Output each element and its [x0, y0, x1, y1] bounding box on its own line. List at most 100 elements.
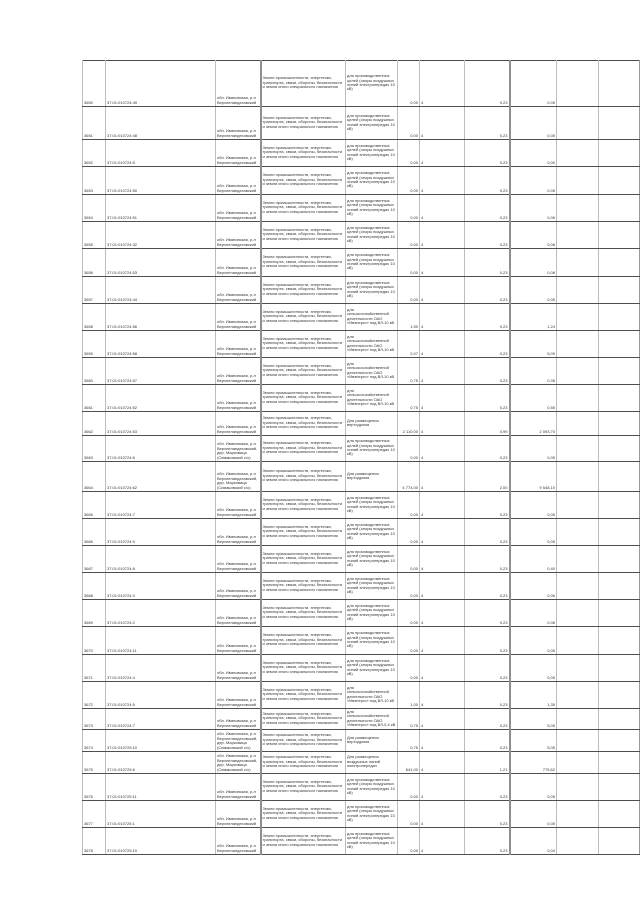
cell-empty2	[598, 194, 640, 222]
cell-empty2	[598, 435, 640, 462]
cell-empty2	[598, 572, 640, 600]
cell-location: обл. Ивановская, р-н Верхнеландеховский	[215, 708, 261, 730]
cell-empty2	[598, 827, 640, 855]
table-row: 3668 37:01:010724:3 обл. Ивановская, р-н В…	[82, 572, 640, 600]
cell-value2: 0,05	[508, 166, 557, 195]
cell-value1: 0,99	[464, 411, 510, 436]
cell-empty2	[598, 708, 640, 730]
cell-purpose: для производственных целей (опоры воздуш…	[345, 654, 398, 682]
table-row: 3660 37:01:010724:57 обл. Ивановская, р-н …	[82, 357, 640, 385]
cell-cadastral: 37:01:010724:4	[105, 654, 216, 682]
cell-location: обл. Ивановская, р-н Верхнеландеховский	[215, 330, 261, 358]
cell-value2: 0,05	[508, 435, 557, 462]
cell-cadastral: 37:01:010724:5	[105, 681, 216, 709]
cell-unit: 4	[419, 276, 465, 304]
cell-cadastral: 37:01:010725:6	[105, 751, 216, 774]
cell-category: Земли промышленности, энергетики, трансп…	[259, 491, 346, 519]
cell-purpose: для производственных целей (опоры воздуш…	[345, 491, 398, 519]
cell-empty1	[556, 708, 599, 730]
cell-value2: 5,05	[508, 729, 557, 752]
table-row: 3667 37:01:010724:8 обл. Ивановская, р-н В…	[82, 545, 640, 573]
cell-cadastral: 37:01:010724:6	[105, 435, 216, 462]
cell-cadastral: 37:01:010724:5	[105, 139, 216, 167]
table-row: 3654 37:01:010724:51 обл. Ивановская, р-н …	[82, 194, 640, 222]
cell-cadastral: 37:01:010724:7	[105, 708, 216, 730]
cell-category: Земли промышленности, энергетики, трансп…	[259, 827, 346, 855]
cell-empty1	[556, 303, 599, 331]
cell-value2: 0,06	[508, 572, 557, 600]
cell-location: обл. Ивановская, р-н Верхнеландеховский	[215, 60, 261, 107]
cell-unit: 4	[419, 572, 465, 600]
cell-category: Земли промышленности, энергетики, трансп…	[259, 681, 346, 709]
cell-value2: 0,06	[508, 599, 557, 627]
cell-unit: 4	[419, 461, 465, 492]
cell-unit: 4	[419, 518, 465, 546]
cell-unit: 4	[419, 751, 465, 774]
cell-num: 3653	[82, 166, 106, 195]
cell-value1: 0,23	[464, 106, 510, 140]
cell-empty1	[556, 139, 599, 167]
cell-location: обл. Ивановская, р-н Верхнеландеховский	[215, 303, 261, 331]
cell-value1: 0,23	[464, 166, 510, 195]
cell-unit: 4	[419, 545, 465, 573]
cell-empty1	[556, 827, 599, 855]
cell-cadastral: 37:01:010725:1	[105, 800, 216, 828]
cell-area: 0,00	[397, 800, 420, 828]
cell-area: 0,00	[397, 248, 420, 277]
cell-area: 1,00	[397, 681, 420, 709]
table-row: 3673 37:01:010724:7 обл. Ивановская, р-н В…	[82, 708, 640, 730]
cell-cadastral: 37:01:010724:53	[105, 411, 216, 436]
cell-value2: 0,06	[508, 194, 557, 222]
table-row: 3676 37:01:010725:11 обл. Ивановская, р-н …	[82, 773, 640, 801]
cell-category: Земли промышленности, энергетики, трансп…	[259, 435, 346, 462]
cell-empty2	[598, 357, 640, 385]
cell-empty1	[556, 166, 599, 195]
cell-area: 0,00	[397, 518, 420, 546]
cell-purpose: для производственных целей (опоры воздуш…	[345, 599, 398, 627]
cell-value1: 0,23	[464, 491, 510, 519]
table-body: 3650 37:01:010724:49 обл. Ивановская, р-н …	[82, 60, 640, 855]
cell-cadastral: 37:01:010724:11	[105, 626, 216, 655]
cell-num: 3664	[82, 461, 106, 492]
cell-value2: 5,05	[508, 708, 557, 730]
cell-location: обл. Ивановская, р-н Верхнеландеховский	[215, 411, 261, 436]
cell-value2: 0,05	[508, 518, 557, 546]
cell-num: 3654	[82, 194, 106, 222]
cell-unit: 4	[419, 330, 465, 358]
cell-num: 3665	[82, 491, 106, 519]
cell-value1: 0,23	[464, 384, 510, 412]
cell-area: 0,00	[397, 166, 420, 195]
cell-empty2	[598, 384, 640, 412]
cell-purpose: для производственных целей (опоры воздуш…	[345, 435, 398, 462]
cell-value1: 1,21	[464, 751, 510, 774]
cell-empty2	[598, 800, 640, 828]
cell-location: обл. Ивановская, р-н Верхнеландеховский	[215, 681, 261, 709]
cell-purpose: для производственных целей (опоры воздуш…	[345, 106, 398, 140]
cell-value1: 0,23	[464, 681, 510, 709]
cell-empty2	[598, 139, 640, 167]
cell-unit: 4	[419, 800, 465, 828]
cell-empty1	[556, 654, 599, 682]
cell-area: 0,75	[397, 357, 420, 385]
cell-empty1	[556, 681, 599, 709]
cell-area: 0,00	[397, 654, 420, 682]
table-row: 3661 37:01:010724:52 обл. Ивановская, р-н …	[82, 384, 640, 412]
cell-category: Земли промышленности, энергетики, трансп…	[259, 411, 346, 436]
table-row: 3651 37:01:010724:48 обл. Ивановская, р-н …	[82, 106, 640, 140]
cell-num: 3660	[82, 357, 106, 385]
cell-empty1	[556, 357, 599, 385]
cell-empty2	[598, 461, 640, 492]
cell-location: обл. Ивановская, р-н Верхнеландеховский	[215, 518, 261, 546]
cell-unit: 4	[419, 384, 465, 412]
cell-category: Земли промышленности, энергетики, трансп…	[259, 303, 346, 331]
cell-value1: 0,23	[464, 654, 510, 682]
cell-empty2	[598, 221, 640, 249]
cell-num: 3666	[82, 518, 106, 546]
cell-location: обл. Ивановская, р-н Верхнеландеховский	[215, 654, 261, 682]
cell-value1: 0,23	[464, 276, 510, 304]
cell-empty2	[598, 654, 640, 682]
cell-num: 3671	[82, 654, 106, 682]
table-row: 3666 37:01:010724:9 обл. Ивановская, р-н В…	[82, 518, 640, 546]
cell-purpose: для производственных целей (опоры воздуш…	[345, 626, 398, 655]
cell-empty1	[556, 461, 599, 492]
